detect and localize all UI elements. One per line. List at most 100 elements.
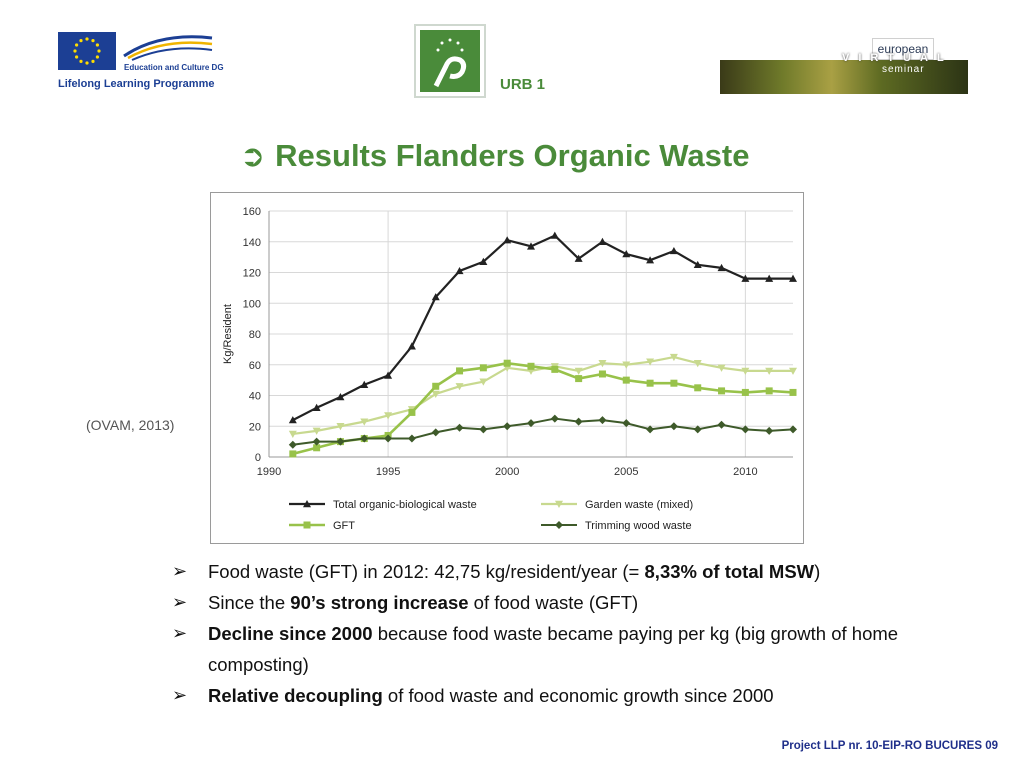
- bullet-arrow-icon: ➢: [172, 685, 188, 705]
- eu-programme-label: Lifelong Learning Programme: [58, 78, 215, 90]
- bullet-item: ➢ Relative decoupling of food waste and e…: [172, 680, 992, 711]
- data-point: [622, 361, 631, 369]
- data-point: [312, 427, 321, 435]
- data-point: [717, 364, 726, 372]
- data-point: [789, 425, 797, 434]
- eu-swoosh-logo: [123, 35, 213, 61]
- data-point: [313, 444, 321, 452]
- y-tick-label: 160: [243, 206, 261, 218]
- data-point: [431, 390, 440, 398]
- data-point: [360, 418, 369, 426]
- bullet-text: of food waste and economic growth since …: [382, 685, 774, 706]
- data-point: [693, 360, 702, 368]
- data-point: [789, 367, 797, 375]
- data-point: [717, 263, 726, 272]
- bullet-text: Since the: [208, 592, 291, 613]
- eu-flag-logo: [58, 32, 116, 70]
- data-point: [765, 367, 774, 375]
- data-point: [741, 425, 750, 434]
- data-point: [360, 380, 369, 388]
- data-point: [479, 425, 488, 434]
- evs-virtual-label: VIRTUAL: [842, 52, 953, 64]
- data-point: [646, 379, 654, 387]
- data-point: [384, 412, 393, 420]
- data-point: [455, 383, 464, 391]
- x-tick-label: 1995: [376, 466, 400, 478]
- x-tick-label: 2005: [614, 466, 638, 478]
- data-point: [741, 274, 750, 282]
- legend-entry: Garden waste (mixed): [541, 499, 693, 511]
- data-point: [598, 237, 607, 245]
- data-point: [741, 388, 749, 396]
- data-point: [574, 417, 583, 426]
- evs-banner-logo: [720, 60, 968, 94]
- data-point: [598, 370, 606, 378]
- data-point: [622, 419, 631, 428]
- data-point: [527, 362, 535, 370]
- data-point: [312, 403, 321, 411]
- legend-swatch-marker: [303, 521, 311, 529]
- y-tick-label: 120: [243, 268, 261, 280]
- bullet-arrow-icon: ➢: [172, 623, 188, 643]
- y-tick-label: 40: [249, 391, 261, 403]
- urb-logo: [414, 24, 486, 98]
- y-axis-label: Kg/Resident: [222, 304, 234, 364]
- bullet-arrow-icon: ➢: [172, 592, 188, 612]
- data-point: [408, 408, 416, 416]
- bullet-text: because food waste became paying per kg …: [208, 623, 899, 675]
- bullet-list: ➢ Food waste (GFT) in 2012: 42,75 kg/resi…: [172, 556, 992, 711]
- legend-swatch-marker: [303, 500, 311, 508]
- data-point: [550, 414, 559, 423]
- y-tick-label: 0: [255, 452, 261, 464]
- legend-entry: Total organic-biological waste: [289, 499, 477, 511]
- data-point: [384, 434, 393, 443]
- data-point: [694, 384, 702, 392]
- data-point: [503, 236, 512, 244]
- bullet-bold-text: 8,33% of total MSW: [644, 561, 815, 582]
- data-point: [456, 367, 464, 375]
- series-trimming-wood-waste: [288, 414, 797, 449]
- bullet-item: ➢ Food waste (GFT) in 2012: 42,75 kg/resi…: [172, 556, 992, 587]
- legend-swatch-marker: [555, 521, 563, 529]
- data-point: [551, 365, 559, 373]
- data-point: [669, 353, 678, 362]
- bullet-bold-text: Relative decoupling: [208, 685, 383, 706]
- eu-dg-label: Education and Culture DG: [124, 63, 224, 72]
- line-chart: 0 20 40 60 80 100 120 140 160 1990 1995 2000 2005 201…: [222, 206, 797, 532]
- evs-seminar-label: seminar: [882, 64, 925, 75]
- legend-entry: Trimming wood waste: [541, 520, 692, 532]
- title-row: ➲ Results Flanders Organic Waste: [240, 138, 749, 174]
- data-point: [598, 416, 607, 425]
- data-point: [646, 358, 655, 366]
- evs-european-label: european: [872, 38, 934, 60]
- data-point: [741, 367, 750, 375]
- legend-swatch-marker: [555, 500, 563, 508]
- source-label: (OVAM, 2013): [86, 417, 175, 433]
- data-point: [336, 423, 345, 431]
- bullet-arrow-icon: ➢: [172, 561, 188, 581]
- data-point: [407, 434, 416, 443]
- data-point: [765, 426, 774, 435]
- data-point: [575, 375, 583, 383]
- bullet-text: Food waste (GFT) in 2012: 42,75 kg/resid…: [208, 561, 645, 582]
- bullet-item: ➢ Decline since 2000 because food waste b…: [172, 618, 992, 680]
- y-tick-label: 20: [249, 421, 261, 433]
- legend-label: Trimming wood waste: [585, 520, 692, 532]
- data-point: [765, 274, 774, 282]
- data-point: [384, 371, 393, 379]
- y-tick-label: 80: [249, 329, 261, 341]
- series-line: [292, 417, 794, 446]
- series-line: [292, 234, 793, 422]
- page-title: Results Flanders Organic Waste: [275, 138, 750, 173]
- bullet-bold-text: Decline since 2000: [208, 623, 373, 644]
- series-gft: [289, 359, 797, 458]
- urb-label: URB 1: [500, 76, 546, 93]
- data-point: [360, 434, 369, 443]
- data-point: [312, 437, 321, 446]
- data-point: [598, 360, 607, 368]
- bullet-bold-text: 90’s strong increase: [290, 592, 469, 613]
- data-point: [503, 359, 511, 367]
- data-point: [479, 378, 488, 386]
- data-point: [289, 450, 297, 458]
- data-point: [288, 440, 297, 449]
